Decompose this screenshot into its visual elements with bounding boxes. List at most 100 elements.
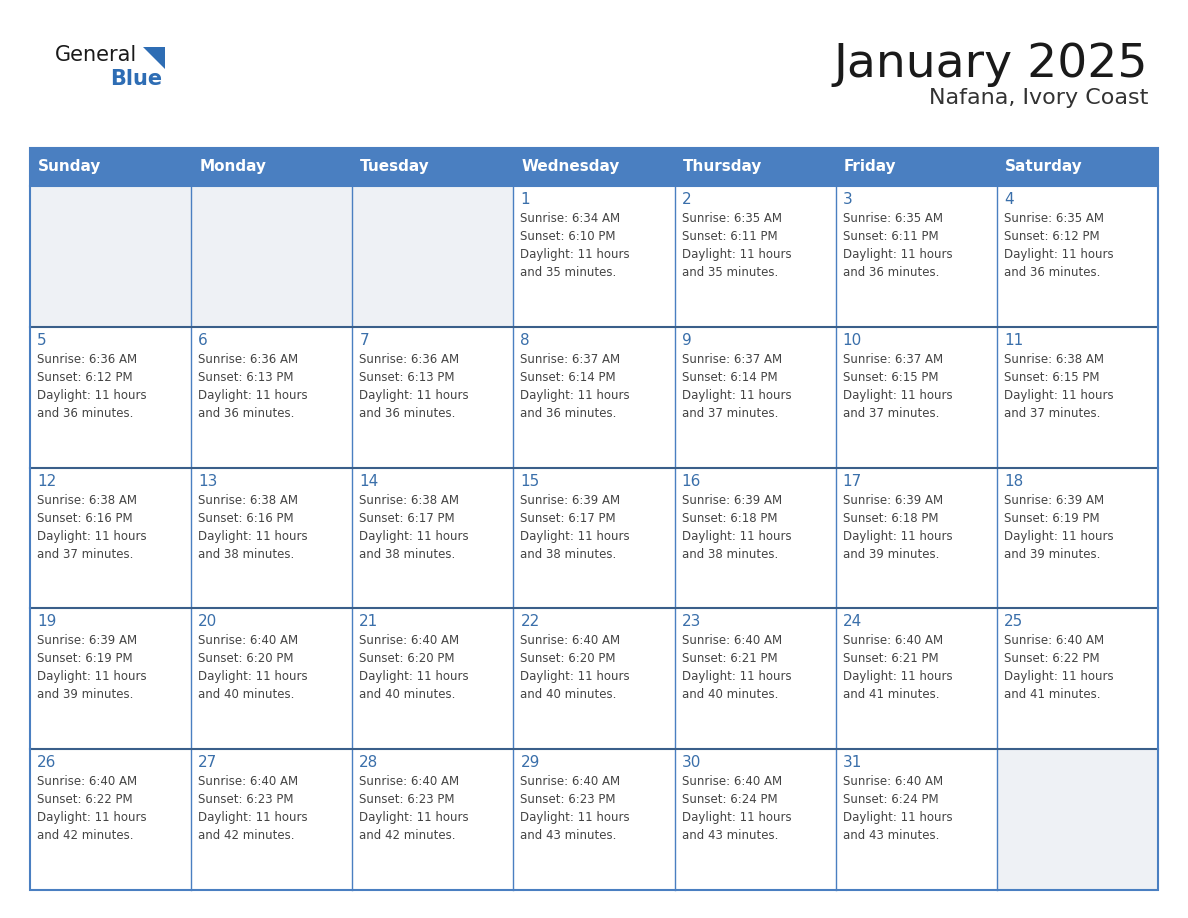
Text: Sunrise: 6:38 AM: Sunrise: 6:38 AM <box>198 494 298 507</box>
Text: Sunrise: 6:34 AM: Sunrise: 6:34 AM <box>520 212 620 225</box>
Text: Sunset: 6:11 PM: Sunset: 6:11 PM <box>682 230 777 243</box>
Bar <box>675 609 835 749</box>
Text: Daylight: 11 hours: Daylight: 11 hours <box>842 812 953 824</box>
Text: 19: 19 <box>37 614 56 630</box>
Text: Sunrise: 6:38 AM: Sunrise: 6:38 AM <box>1004 353 1104 365</box>
Text: Daylight: 11 hours: Daylight: 11 hours <box>682 389 791 402</box>
Text: Sunrise: 6:37 AM: Sunrise: 6:37 AM <box>520 353 620 365</box>
Text: Sunset: 6:19 PM: Sunset: 6:19 PM <box>37 653 133 666</box>
Text: 24: 24 <box>842 614 862 630</box>
Text: and 41 minutes.: and 41 minutes. <box>842 688 940 701</box>
Text: Sunrise: 6:39 AM: Sunrise: 6:39 AM <box>1004 494 1104 507</box>
Text: and 39 minutes.: and 39 minutes. <box>1004 548 1100 561</box>
Text: Sunset: 6:10 PM: Sunset: 6:10 PM <box>520 230 615 243</box>
Text: Sunset: 6:22 PM: Sunset: 6:22 PM <box>1004 653 1099 666</box>
Text: Sunday: Sunday <box>38 160 101 174</box>
Text: Tuesday: Tuesday <box>360 160 430 174</box>
Bar <box>353 749 513 890</box>
Bar <box>513 749 675 890</box>
Text: 4: 4 <box>1004 192 1013 207</box>
Text: Sunset: 6:22 PM: Sunset: 6:22 PM <box>37 793 133 806</box>
Bar <box>353 186 513 327</box>
Text: Sunrise: 6:35 AM: Sunrise: 6:35 AM <box>682 212 782 225</box>
Text: and 39 minutes.: and 39 minutes. <box>37 688 133 701</box>
Text: Sunset: 6:18 PM: Sunset: 6:18 PM <box>842 511 939 524</box>
Text: 10: 10 <box>842 333 862 348</box>
Text: and 43 minutes.: and 43 minutes. <box>520 829 617 842</box>
Bar <box>30 609 191 749</box>
Text: and 40 minutes.: and 40 minutes. <box>682 688 778 701</box>
Text: Sunset: 6:21 PM: Sunset: 6:21 PM <box>682 653 777 666</box>
Text: and 43 minutes.: and 43 minutes. <box>842 829 939 842</box>
Text: General: General <box>55 45 138 65</box>
Text: 14: 14 <box>359 474 379 488</box>
Text: 26: 26 <box>37 756 56 770</box>
Text: Daylight: 11 hours: Daylight: 11 hours <box>842 530 953 543</box>
Text: Monday: Monday <box>200 160 266 174</box>
Bar <box>997 609 1158 749</box>
Bar <box>675 327 835 467</box>
Text: Sunset: 6:13 PM: Sunset: 6:13 PM <box>359 371 455 384</box>
Text: Daylight: 11 hours: Daylight: 11 hours <box>1004 389 1113 402</box>
Text: Sunrise: 6:35 AM: Sunrise: 6:35 AM <box>1004 212 1104 225</box>
Text: 17: 17 <box>842 474 862 488</box>
Bar <box>513 186 675 327</box>
Text: Sunrise: 6:40 AM: Sunrise: 6:40 AM <box>520 634 620 647</box>
Text: Daylight: 11 hours: Daylight: 11 hours <box>1004 530 1113 543</box>
Text: January 2025: January 2025 <box>834 42 1148 87</box>
Text: Daylight: 11 hours: Daylight: 11 hours <box>198 389 308 402</box>
Bar <box>353 609 513 749</box>
Text: Daylight: 11 hours: Daylight: 11 hours <box>842 248 953 261</box>
Text: Sunset: 6:20 PM: Sunset: 6:20 PM <box>359 653 455 666</box>
Text: and 41 minutes.: and 41 minutes. <box>1004 688 1100 701</box>
Text: and 42 minutes.: and 42 minutes. <box>198 829 295 842</box>
Text: and 38 minutes.: and 38 minutes. <box>682 548 778 561</box>
Bar <box>191 749 353 890</box>
Text: Daylight: 11 hours: Daylight: 11 hours <box>842 670 953 683</box>
Text: Sunset: 6:20 PM: Sunset: 6:20 PM <box>520 653 615 666</box>
Text: Sunset: 6:15 PM: Sunset: 6:15 PM <box>842 371 939 384</box>
Text: Sunrise: 6:40 AM: Sunrise: 6:40 AM <box>520 775 620 789</box>
Text: Sunset: 6:23 PM: Sunset: 6:23 PM <box>198 793 293 806</box>
Text: and 37 minutes.: and 37 minutes. <box>1004 407 1100 420</box>
Text: Sunrise: 6:40 AM: Sunrise: 6:40 AM <box>842 634 943 647</box>
Text: Daylight: 11 hours: Daylight: 11 hours <box>37 812 146 824</box>
Text: and 36 minutes.: and 36 minutes. <box>198 407 295 420</box>
Text: Daylight: 11 hours: Daylight: 11 hours <box>198 812 308 824</box>
Text: Sunset: 6:15 PM: Sunset: 6:15 PM <box>1004 371 1099 384</box>
Text: Daylight: 11 hours: Daylight: 11 hours <box>37 530 146 543</box>
Text: Daylight: 11 hours: Daylight: 11 hours <box>520 530 630 543</box>
Text: Blue: Blue <box>110 69 162 89</box>
Text: Daylight: 11 hours: Daylight: 11 hours <box>198 530 308 543</box>
Text: Sunrise: 6:36 AM: Sunrise: 6:36 AM <box>37 353 137 365</box>
Text: Wednesday: Wednesday <box>522 160 620 174</box>
Text: Sunset: 6:14 PM: Sunset: 6:14 PM <box>682 371 777 384</box>
Bar <box>835 327 997 467</box>
Text: and 38 minutes.: and 38 minutes. <box>198 548 295 561</box>
Text: Daylight: 11 hours: Daylight: 11 hours <box>37 670 146 683</box>
Text: Nafana, Ivory Coast: Nafana, Ivory Coast <box>929 88 1148 108</box>
Text: and 36 minutes.: and 36 minutes. <box>359 407 456 420</box>
Text: Sunrise: 6:40 AM: Sunrise: 6:40 AM <box>682 634 782 647</box>
Bar <box>835 186 997 327</box>
Text: Sunrise: 6:39 AM: Sunrise: 6:39 AM <box>842 494 943 507</box>
Bar <box>835 749 997 890</box>
Text: Sunset: 6:12 PM: Sunset: 6:12 PM <box>37 371 133 384</box>
Text: Sunrise: 6:40 AM: Sunrise: 6:40 AM <box>359 634 460 647</box>
Bar <box>353 467 513 609</box>
Text: Sunrise: 6:40 AM: Sunrise: 6:40 AM <box>359 775 460 789</box>
Text: and 38 minutes.: and 38 minutes. <box>359 548 455 561</box>
Text: and 37 minutes.: and 37 minutes. <box>37 548 133 561</box>
Text: Sunrise: 6:39 AM: Sunrise: 6:39 AM <box>682 494 782 507</box>
Text: Sunset: 6:13 PM: Sunset: 6:13 PM <box>198 371 293 384</box>
Text: and 40 minutes.: and 40 minutes. <box>520 688 617 701</box>
Text: 11: 11 <box>1004 333 1023 348</box>
Text: and 43 minutes.: and 43 minutes. <box>682 829 778 842</box>
Text: Daylight: 11 hours: Daylight: 11 hours <box>359 812 469 824</box>
Text: and 42 minutes.: and 42 minutes. <box>37 829 133 842</box>
Text: 13: 13 <box>198 474 217 488</box>
Text: Sunrise: 6:39 AM: Sunrise: 6:39 AM <box>37 634 137 647</box>
Text: 6: 6 <box>198 333 208 348</box>
Text: 29: 29 <box>520 756 539 770</box>
Bar <box>30 186 191 327</box>
